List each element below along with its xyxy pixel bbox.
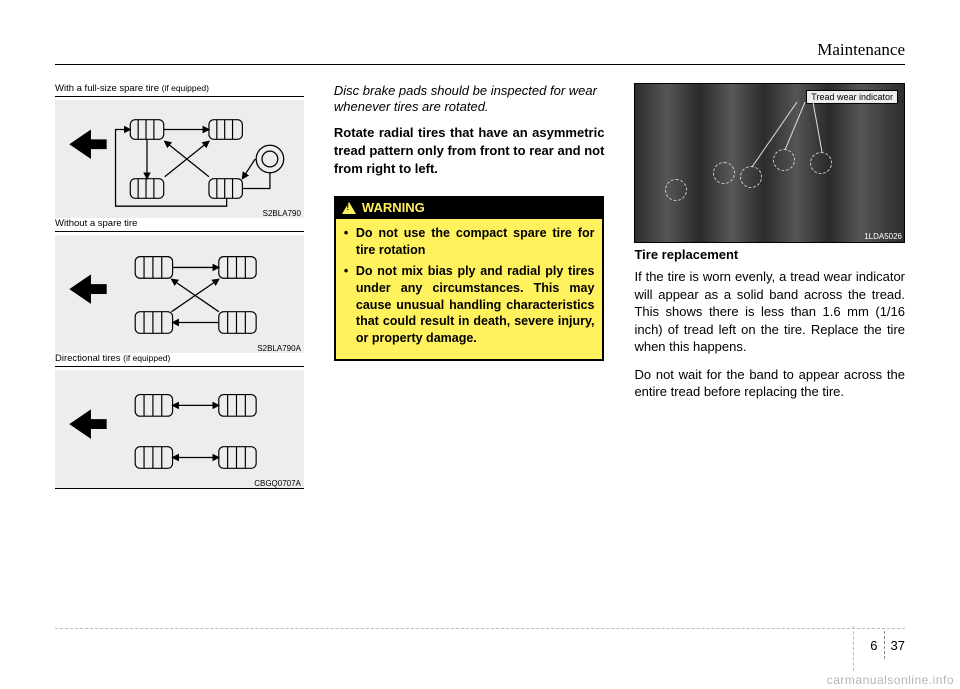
manual-page: Maintenance With a full-size spare tire … — [0, 0, 960, 689]
indicator-lines — [635, 84, 904, 242]
page-header: Maintenance — [55, 40, 905, 65]
tire-rotation-full-spare-diagram — [55, 100, 304, 218]
tire-rotation-directional-diagram — [55, 370, 304, 488]
diagram-1: S2BLA790 — [55, 100, 304, 218]
rotation-instruction: Rotate radial tires that have an asymmet… — [334, 124, 605, 179]
diagram-2-caption: Without a spare tire — [55, 218, 304, 229]
content-columns: With a full-size spare tire (if equipped… — [55, 83, 905, 489]
tire-icon — [130, 120, 163, 140]
column-middle: Disc brake pads should be inspected for … — [334, 83, 605, 489]
page-separator — [884, 631, 885, 659]
diagram-3-wrap: Directional tires (if equipped) — [55, 353, 304, 489]
warning-item: Do not use the compact spare tire for ti… — [344, 225, 595, 259]
warning-box: WARNING Do not use the compact spare tir… — [334, 196, 605, 361]
column-left: With a full-size spare tire (if equipped… — [55, 83, 304, 489]
diagram-2-wrap: Without a spare tire — [55, 218, 304, 353]
tire-rotation-no-spare-diagram — [55, 235, 304, 353]
diagram-1-code: S2BLA790 — [263, 209, 301, 218]
warning-item: Do not mix bias ply and radial ply tires… — [344, 263, 595, 347]
chapter-number: 6 — [870, 638, 877, 653]
warning-title: WARNING — [362, 200, 425, 215]
footer-rule-vertical — [853, 626, 854, 671]
footer-rule — [55, 628, 905, 629]
diagram-3-code: CBGQ0707A — [254, 479, 301, 488]
diagram-3: CBGQ0707A — [55, 370, 304, 488]
warning-header: WARNING — [336, 198, 603, 219]
diagram-2: S2BLA790A — [55, 235, 304, 353]
warning-body: Do not use the compact spare tire for ti… — [336, 219, 603, 359]
page-in-chapter: 37 — [891, 638, 905, 653]
tread-wear-photo: Tread wear indicator 1LDA5026 — [634, 83, 905, 243]
source-watermark: carmanualsonline.info — [827, 673, 954, 687]
diagram-2-code: S2BLA790A — [257, 344, 301, 353]
diagram-1-wrap: With a full-size spare tire (if equipped… — [55, 83, 304, 218]
diagram-3-caption: Directional tires (if equipped) — [55, 353, 304, 364]
tire-replacement-p2: Do not wait for the band to appear acros… — [634, 366, 905, 401]
tire-replacement-heading: Tire replacement — [634, 247, 905, 262]
tire-replacement-p1: If the tire is worn evenly, a tread wear… — [634, 268, 905, 356]
page-number: 6 37 — [870, 631, 905, 659]
photo-code: 1LDA5026 — [864, 232, 902, 241]
column-right: Tread wear indicator 1LDA5026 Tire repla… — [634, 83, 905, 489]
diagram-1-caption: With a full-size spare tire (if equipped… — [55, 83, 304, 94]
brake-inspection-note: Disc brake pads should be inspected for … — [334, 83, 605, 116]
warning-triangle-icon — [342, 202, 356, 214]
section-title: Maintenance — [817, 40, 905, 59]
